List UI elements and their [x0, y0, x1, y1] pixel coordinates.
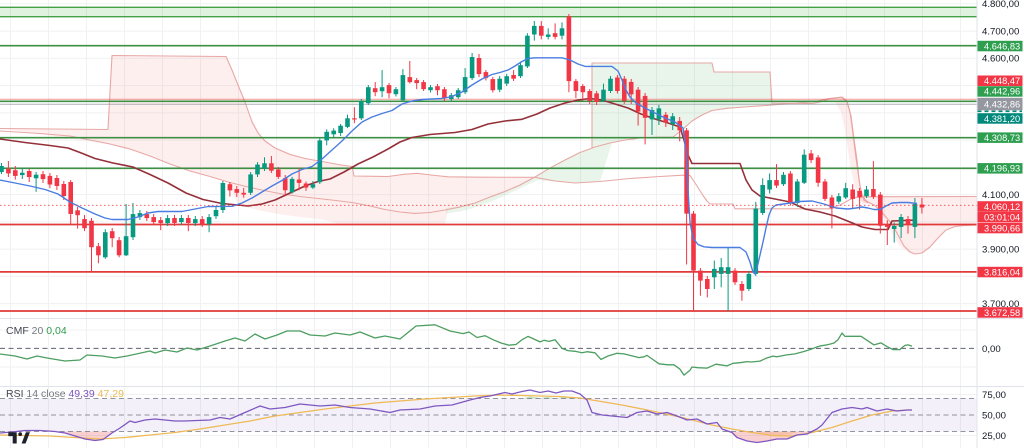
svg-text:4.196,93: 4.196,93: [984, 164, 1020, 174]
svg-text:25,00: 25,00: [982, 431, 1006, 442]
svg-text:0,00: 0,00: [982, 344, 1001, 355]
svg-text:CMF 20 0,04: CMF 20 0,04: [6, 325, 67, 337]
svg-text:4.100,00: 4.100,00: [982, 190, 1019, 201]
svg-text:03:01:04: 03:01:04: [984, 212, 1020, 222]
svg-text:3.700,00: 3.700,00: [982, 299, 1019, 310]
svg-text:4.448,47: 4.448,47: [984, 76, 1020, 86]
svg-text:4.600,00: 4.600,00: [982, 54, 1019, 65]
svg-text:3.990,66: 3.990,66: [984, 223, 1020, 233]
svg-text:RSI 14 close 49,39 47,29: RSI 14 close 49,39 47,29: [6, 388, 124, 400]
svg-text:4.800,00: 4.800,00: [982, 0, 1019, 10]
svg-text:4.700,00: 4.700,00: [982, 27, 1019, 38]
svg-text:4.646,83: 4.646,83: [984, 41, 1020, 51]
svg-text:4.442,96: 4.442,96: [984, 87, 1020, 97]
svg-text:4.432,86: 4.432,86: [984, 99, 1020, 109]
svg-text:4.381,20: 4.381,20: [984, 114, 1020, 124]
svg-text:4.060,12: 4.060,12: [984, 202, 1020, 212]
svg-text:3.900,00: 3.900,00: [982, 245, 1019, 256]
svg-text:3.816,04: 3.816,04: [984, 267, 1020, 277]
svg-text:4.308,73: 4.308,73: [984, 133, 1020, 143]
svg-text:3.672,58: 3.672,58: [984, 308, 1020, 318]
svg-text:75,00: 75,00: [982, 390, 1006, 401]
svg-text:50,00: 50,00: [982, 410, 1006, 421]
